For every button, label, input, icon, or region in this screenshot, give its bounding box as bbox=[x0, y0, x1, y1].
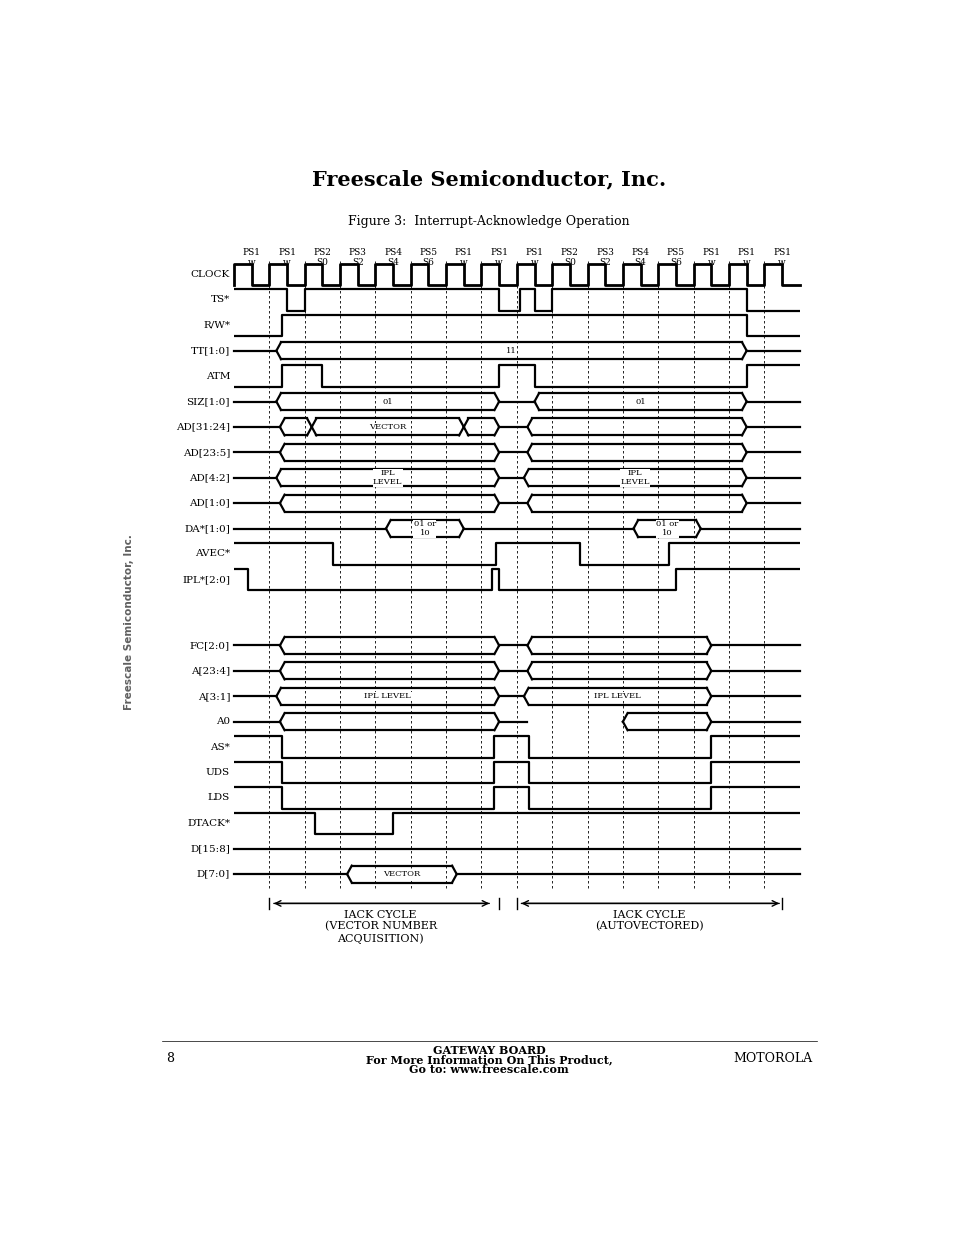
Text: PS2: PS2 bbox=[560, 248, 578, 257]
Text: FC[2:0]: FC[2:0] bbox=[190, 641, 230, 650]
Text: Freescale Semiconductor, Inc.: Freescale Semiconductor, Inc. bbox=[124, 534, 134, 710]
Text: IACK CYCLE
(VECTOR NUMBER
ACQUISITION): IACK CYCLE (VECTOR NUMBER ACQUISITION) bbox=[324, 909, 436, 944]
Text: PS1: PS1 bbox=[525, 248, 543, 257]
Text: AD[23:5]: AD[23:5] bbox=[183, 448, 230, 457]
Text: AD[4:2]: AD[4:2] bbox=[189, 473, 230, 482]
Text: IPL LEVEL: IPL LEVEL bbox=[594, 693, 640, 700]
Text: VECTOR: VECTOR bbox=[369, 422, 406, 431]
Text: S0: S0 bbox=[563, 258, 576, 267]
Text: S2: S2 bbox=[352, 258, 363, 267]
Text: R/W*: R/W* bbox=[203, 321, 230, 330]
Text: PS1: PS1 bbox=[490, 248, 508, 257]
Text: PS1: PS1 bbox=[455, 248, 473, 257]
Text: A[3:1]: A[3:1] bbox=[197, 692, 230, 700]
Text: S6: S6 bbox=[669, 258, 681, 267]
Text: 01 or
10: 01 or 10 bbox=[656, 520, 678, 537]
Text: PS5: PS5 bbox=[419, 248, 437, 257]
Text: CLOCK: CLOCK bbox=[191, 270, 230, 279]
Text: Figure 3:  Interrupt-Acknowledge Operation: Figure 3: Interrupt-Acknowledge Operatio… bbox=[348, 215, 629, 228]
Text: LDS: LDS bbox=[208, 793, 230, 803]
Text: UDS: UDS bbox=[206, 768, 230, 777]
Text: 01 or
10: 01 or 10 bbox=[414, 520, 436, 537]
Text: PS3: PS3 bbox=[596, 248, 614, 257]
Text: AS*: AS* bbox=[210, 742, 230, 752]
Text: GATEWAY BOARD: GATEWAY BOARD bbox=[432, 1045, 545, 1056]
Text: A0: A0 bbox=[215, 718, 230, 726]
Text: 01: 01 bbox=[635, 398, 645, 405]
Text: For More Information On This Product,: For More Information On This Product, bbox=[365, 1055, 612, 1066]
Text: PS1: PS1 bbox=[277, 248, 295, 257]
Text: PS3: PS3 bbox=[349, 248, 366, 257]
Text: 11: 11 bbox=[506, 347, 517, 354]
Text: IPL
LEVEL: IPL LEVEL bbox=[619, 469, 649, 487]
Text: PS1: PS1 bbox=[242, 248, 260, 257]
Text: IPL*[2:0]: IPL*[2:0] bbox=[182, 576, 230, 584]
Text: IACK CYCLE
(AUTOVECTORED): IACK CYCLE (AUTOVECTORED) bbox=[595, 909, 703, 931]
Text: A[23:4]: A[23:4] bbox=[191, 667, 230, 676]
Text: w: w bbox=[283, 258, 291, 267]
Text: w: w bbox=[248, 258, 255, 267]
Text: S2: S2 bbox=[598, 258, 611, 267]
Text: PS1: PS1 bbox=[701, 248, 720, 257]
Text: TT[1:0]: TT[1:0] bbox=[191, 346, 230, 356]
Text: w: w bbox=[742, 258, 750, 267]
Text: AVEC*: AVEC* bbox=[194, 550, 230, 558]
Text: PS4: PS4 bbox=[631, 248, 649, 257]
Text: PS5: PS5 bbox=[666, 248, 684, 257]
Text: 8: 8 bbox=[166, 1052, 173, 1065]
Text: Freescale Semiconductor, Inc.: Freescale Semiconductor, Inc. bbox=[312, 169, 665, 189]
Text: w: w bbox=[459, 258, 467, 267]
Text: 01: 01 bbox=[382, 398, 393, 405]
Text: w: w bbox=[495, 258, 502, 267]
Text: w: w bbox=[778, 258, 785, 267]
Text: D[15:8]: D[15:8] bbox=[190, 845, 230, 853]
Text: S4: S4 bbox=[387, 258, 398, 267]
Text: S0: S0 bbox=[316, 258, 328, 267]
Text: w: w bbox=[707, 258, 715, 267]
Text: IPL
LEVEL: IPL LEVEL bbox=[373, 469, 402, 487]
Text: ATM: ATM bbox=[205, 372, 230, 380]
Text: TS*: TS* bbox=[211, 295, 230, 304]
Text: S6: S6 bbox=[422, 258, 434, 267]
Text: DA*[1:0]: DA*[1:0] bbox=[184, 524, 230, 534]
Text: MOTOROLA: MOTOROLA bbox=[733, 1052, 812, 1065]
Text: VECTOR: VECTOR bbox=[383, 871, 420, 878]
Text: Go to: www.freescale.com: Go to: www.freescale.com bbox=[409, 1063, 568, 1074]
Text: w: w bbox=[530, 258, 537, 267]
Text: S4: S4 bbox=[634, 258, 646, 267]
Text: PS4: PS4 bbox=[384, 248, 401, 257]
Text: AD[1:0]: AD[1:0] bbox=[189, 499, 230, 508]
Text: AD[31:24]: AD[31:24] bbox=[176, 422, 230, 431]
Text: PS1: PS1 bbox=[737, 248, 755, 257]
Text: DTACK*: DTACK* bbox=[187, 819, 230, 827]
Text: IPL LEVEL: IPL LEVEL bbox=[364, 693, 411, 700]
Text: SIZ[1:0]: SIZ[1:0] bbox=[187, 396, 230, 406]
Text: D[7:0]: D[7:0] bbox=[196, 869, 230, 878]
Text: PS1: PS1 bbox=[772, 248, 790, 257]
Text: PS2: PS2 bbox=[314, 248, 331, 257]
